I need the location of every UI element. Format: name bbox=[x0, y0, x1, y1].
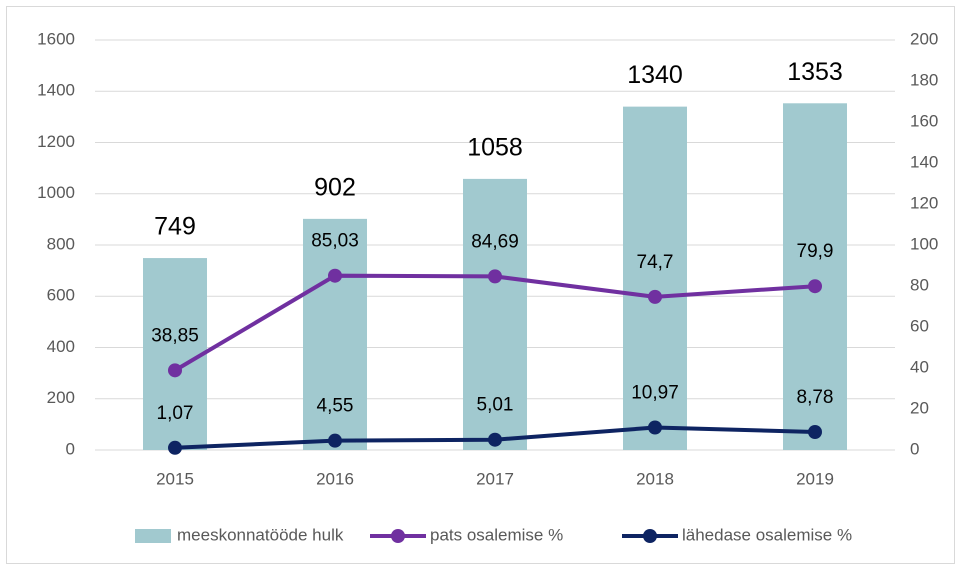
line-marker bbox=[808, 279, 822, 294]
bar-label: 1353 bbox=[787, 58, 843, 86]
legend-swatch bbox=[135, 529, 171, 543]
bar-label: 1058 bbox=[467, 133, 523, 161]
y-tick-label: 400 bbox=[47, 337, 75, 356]
y-tick-label: 600 bbox=[47, 286, 75, 305]
y-tick-label: 200 bbox=[47, 388, 75, 407]
line-label: 84,69 bbox=[471, 231, 519, 252]
line-label: 79,9 bbox=[797, 241, 834, 262]
y2-tick-label: 0 bbox=[910, 439, 919, 458]
line-marker bbox=[808, 425, 822, 440]
x-tick-label: 2019 bbox=[796, 469, 834, 488]
y2-tick-label: 20 bbox=[910, 398, 929, 417]
line-label: 1,07 bbox=[157, 403, 194, 424]
y2-tick-label: 160 bbox=[910, 111, 938, 130]
y2-tick-label: 40 bbox=[910, 357, 929, 376]
y2-tick-label: 120 bbox=[910, 193, 938, 212]
y-tick-label: 1000 bbox=[37, 183, 75, 202]
line-label: 4,55 bbox=[317, 396, 354, 417]
y2-tick-label: 180 bbox=[910, 70, 938, 89]
line-marker bbox=[328, 268, 342, 283]
y-tick-label: 1200 bbox=[37, 132, 75, 151]
legend-label: lähedase osalemise % bbox=[682, 525, 852, 544]
line-marker bbox=[328, 433, 342, 448]
legend-label: meeskonnatööde hulk bbox=[177, 525, 344, 544]
chart-frame bbox=[6, 6, 955, 564]
y2-tick-label: 80 bbox=[910, 275, 929, 294]
y2-tick-label: 60 bbox=[910, 316, 929, 335]
legend-marker bbox=[643, 529, 657, 543]
bar bbox=[143, 258, 207, 450]
y-tick-label: 0 bbox=[66, 439, 75, 458]
bar bbox=[623, 106, 687, 450]
y-tick-label: 800 bbox=[47, 234, 75, 253]
y-tick-label: 1600 bbox=[37, 29, 75, 48]
y2-tick-label: 100 bbox=[910, 234, 938, 253]
line-marker bbox=[168, 363, 182, 378]
y-tick-label: 1400 bbox=[37, 81, 75, 100]
line-marker bbox=[168, 440, 182, 455]
x-tick-label: 2016 bbox=[316, 469, 354, 488]
legend-label: pats osalemise % bbox=[430, 525, 563, 544]
line-marker bbox=[488, 432, 502, 447]
line-marker bbox=[488, 269, 502, 284]
bar-label: 902 bbox=[314, 173, 356, 201]
line-marker bbox=[648, 420, 662, 435]
line-label: 10,97 bbox=[631, 383, 679, 404]
bar bbox=[463, 178, 527, 450]
x-tick-label: 2015 bbox=[156, 469, 194, 488]
line-label: 5,01 bbox=[477, 395, 514, 416]
line-label: 74,7 bbox=[637, 252, 674, 273]
line-label: 8,78 bbox=[797, 387, 834, 408]
x-tick-label: 2017 bbox=[476, 469, 514, 488]
y2-tick-label: 200 bbox=[910, 29, 938, 48]
line-label: 38,85 bbox=[151, 325, 199, 346]
x-tick-label: 2018 bbox=[636, 469, 674, 488]
bar bbox=[783, 103, 847, 450]
line-label: 85,03 bbox=[311, 231, 359, 252]
line-marker bbox=[648, 289, 662, 304]
bar bbox=[303, 218, 367, 450]
y2-tick-label: 140 bbox=[910, 152, 938, 171]
bar-label: 749 bbox=[154, 213, 196, 241]
bar-label: 1340 bbox=[627, 61, 683, 89]
legend-marker bbox=[391, 529, 405, 543]
